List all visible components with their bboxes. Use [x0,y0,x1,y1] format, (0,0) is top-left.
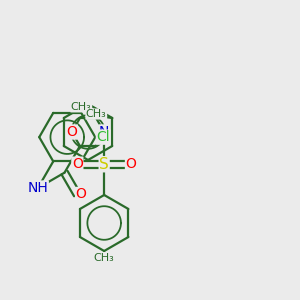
Text: CH₃: CH₃ [86,109,106,119]
Text: CH₃: CH₃ [71,102,92,112]
Text: Cl: Cl [96,130,110,144]
Text: O: O [72,157,83,171]
Text: O: O [66,125,77,139]
Text: O: O [76,188,87,202]
Text: N: N [99,125,110,139]
Text: S: S [99,157,109,172]
Text: O: O [125,157,136,171]
Text: CH₃: CH₃ [94,253,115,263]
Text: NH: NH [28,181,48,195]
